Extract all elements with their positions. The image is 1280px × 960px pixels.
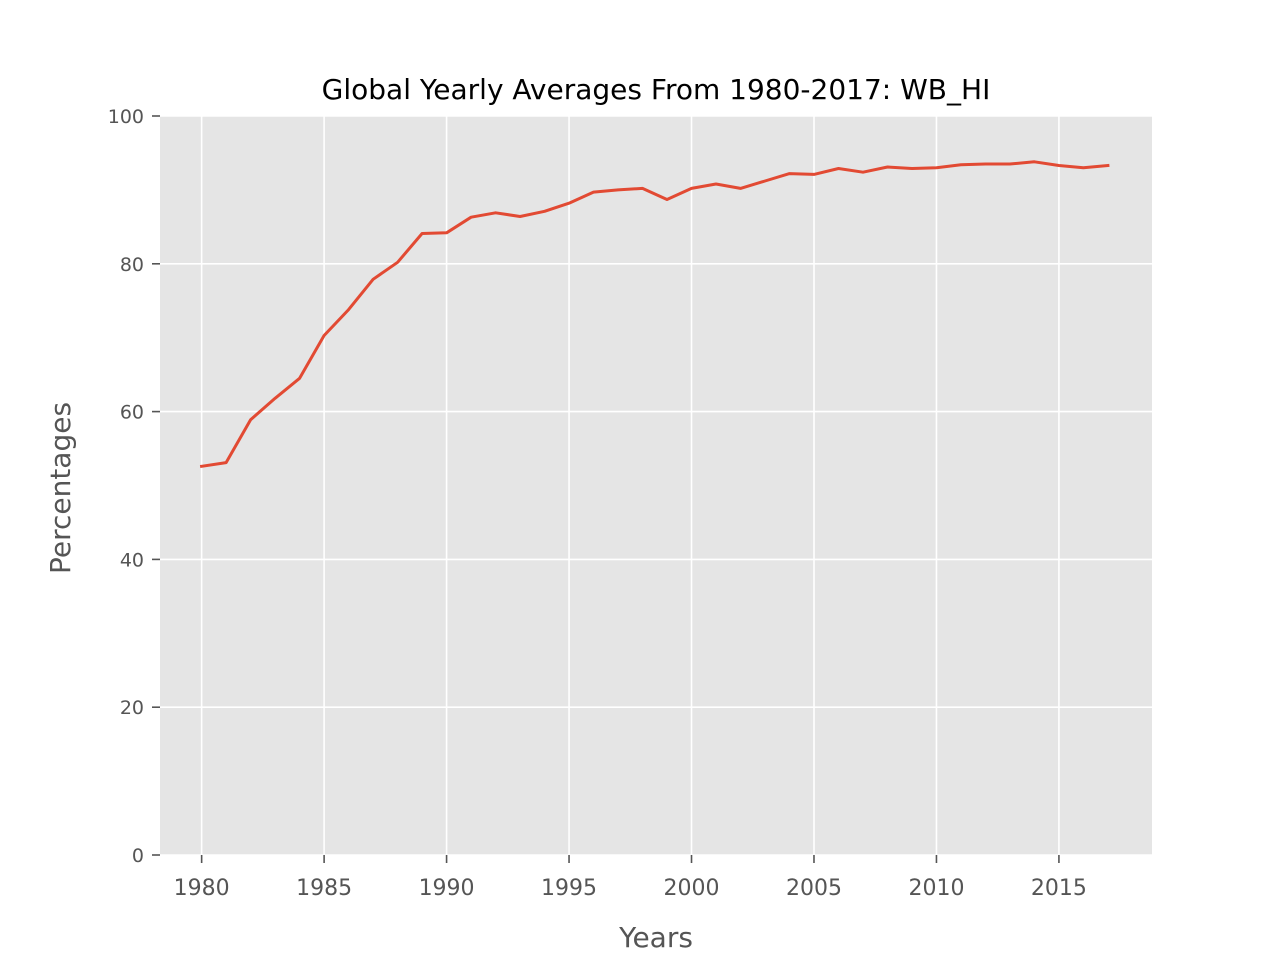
x-tick-label: 1980	[174, 876, 230, 901]
series-line	[199, 160, 1110, 469]
x-tick-label: 1995	[541, 876, 597, 901]
y-axis-label: Percentages	[44, 402, 77, 574]
x-tick-label: 2010	[908, 876, 964, 901]
x-axis-label: Years	[618, 921, 693, 954]
x-tick-label: 2000	[664, 876, 720, 901]
chart-title: Global Yearly Averages From 1980-2017: W…	[322, 73, 991, 106]
axis-ticks: 1980 1985 1990 1995 2000 2005 2010 2015 0 20 40 60 8…	[108, 106, 1087, 901]
x-tick-label: 2015	[1031, 876, 1087, 901]
y-tick-label: 100	[108, 106, 144, 128]
y-tick-label: 20	[120, 697, 144, 719]
x-tick-label: 2005	[786, 876, 842, 901]
plot-background	[160, 116, 1152, 855]
y-tick-label: 0	[132, 845, 144, 867]
y-tick-label: 60	[120, 402, 144, 424]
x-tick-label: 1985	[296, 876, 352, 901]
x-tick-label: 1990	[419, 876, 475, 901]
y-tick-label: 40	[120, 549, 144, 571]
y-tick-label: 80	[120, 254, 144, 276]
series-layer	[199, 160, 1110, 469]
grid-lines	[160, 115, 1152, 856]
